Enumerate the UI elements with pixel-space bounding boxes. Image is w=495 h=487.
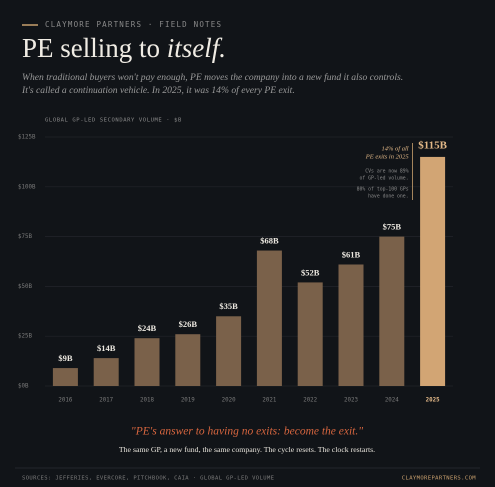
y-tick-label: $50B <box>18 284 32 290</box>
value-label: $24B <box>138 323 157 333</box>
y-tick-label: $125B <box>18 135 36 141</box>
annotation: PE exits in 2025 <box>365 153 410 160</box>
value-label: $68B <box>260 235 279 245</box>
value-label: $61B <box>342 249 361 259</box>
chart-title: PE selling to itself. <box>22 33 226 63</box>
note: have done one. <box>368 194 408 200</box>
x-tick-label: 2016 <box>58 398 72 404</box>
y-tick-label: $25B <box>18 334 32 340</box>
bar <box>379 236 405 386</box>
value-label: $9B <box>58 353 73 363</box>
title-main: PE selling to <box>22 33 160 63</box>
value-label: $52B <box>301 267 320 277</box>
brand: CLAYMORE PARTNERS · FIELD NOTES <box>45 20 222 29</box>
note: of GP-led volume. <box>359 176 408 182</box>
axis-label: GLOBAL GP-LED SECONDARY VOLUME · $B <box>45 118 182 124</box>
x-tick-label: 2017 <box>99 398 113 404</box>
quote: "PE's answer to having no exits: become … <box>131 426 363 438</box>
bar <box>175 334 201 386</box>
value-label: $115B <box>418 139 447 151</box>
url: CLAYMOREPARTNERS.COM <box>402 476 477 482</box>
value-label: $35B <box>219 301 238 311</box>
value-label: $14B <box>97 343 116 353</box>
bar <box>297 282 323 386</box>
x-tick-label: 2024 <box>385 398 399 404</box>
bar <box>338 264 364 386</box>
bar <box>256 250 282 386</box>
value-label: $26B <box>179 319 198 329</box>
x-tick-label: 2022 <box>303 398 317 404</box>
subtitle: It's called a continuation vehicle. In 2… <box>21 85 295 96</box>
y-tick-label: $0B <box>18 384 29 390</box>
note: CVs are now 89% <box>365 169 408 175</box>
x-tick-label: 2025 <box>426 398 440 404</box>
bar <box>216 316 242 386</box>
tagline: The same GP, a new fund, the same compan… <box>119 445 375 454</box>
x-tick-label: 2019 <box>181 398 195 404</box>
sources: SOURCES: JEFFERIES, EVERCORE, PITCHBOOK,… <box>22 476 274 482</box>
bar <box>134 338 160 386</box>
bar <box>420 156 446 386</box>
value-label: $75B <box>383 222 402 232</box>
bar <box>93 358 119 386</box>
x-tick-label: 2018 <box>140 398 154 404</box>
title-emphasis: itself. <box>167 33 226 63</box>
annotation: 14% of all <box>382 145 409 152</box>
y-tick-label: $100B <box>18 184 36 190</box>
bar <box>52 368 78 386</box>
note: 80% of top-100 GPs <box>357 187 409 193</box>
x-tick-label: 2020 <box>222 398 236 404</box>
y-tick-label: $75B <box>18 234 32 240</box>
x-tick-label: 2021 <box>262 398 276 404</box>
subtitle: When traditional buyers won't pay enough… <box>22 72 403 83</box>
x-tick-label: 2023 <box>344 398 358 404</box>
